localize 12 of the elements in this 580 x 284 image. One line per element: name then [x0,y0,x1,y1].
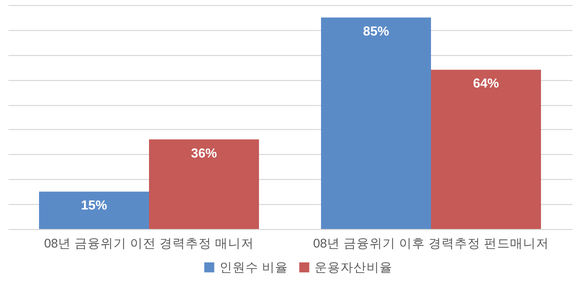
data-label: 85% [362,23,390,38]
legend-label: 인원수 비율 [220,260,288,274]
bar [149,139,259,229]
x-tick-label: 08년 금융위기 이전 경력추정 매니저 [44,236,254,250]
bar [39,192,149,229]
data-label: 15% [80,198,108,213]
x-tick-label: 08년 금융위기 이후 경력추정 펀드매니저 [313,236,549,250]
bar [431,70,541,229]
legend-label: 운용자산비율 [314,260,392,274]
data-label: 36% [190,145,218,160]
bar [321,17,431,229]
data-label: 64% [472,76,500,91]
